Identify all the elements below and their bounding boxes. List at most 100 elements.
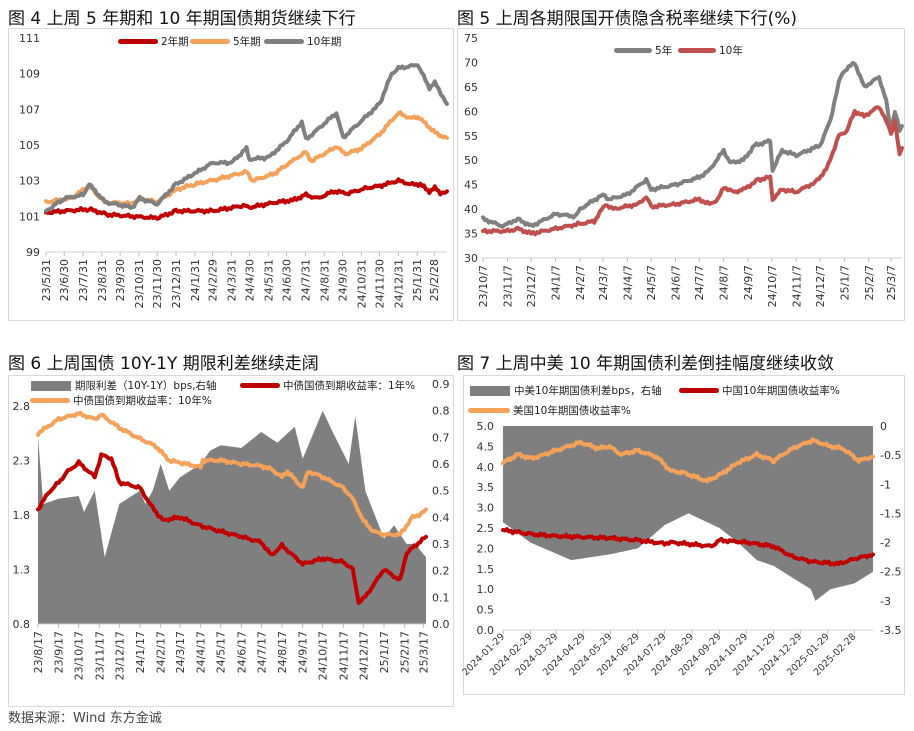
y-tick-label: 2.8 bbox=[13, 400, 31, 413]
x-tick-label: 25/3/7 bbox=[885, 265, 898, 300]
y-tick-label: 50 bbox=[464, 154, 478, 167]
line-series-2 bbox=[36, 410, 428, 538]
y2-tick-label: 0.9 bbox=[432, 378, 450, 391]
y2-tick-label: -1.5 bbox=[880, 507, 901, 520]
y-tick-label: 1.5 bbox=[477, 563, 495, 576]
x-tick-label: 24/6/30 bbox=[281, 259, 294, 301]
x-tick-label: 25/3/17 bbox=[417, 631, 430, 673]
y2-tick-label: 0.6 bbox=[432, 458, 450, 471]
x-tick-label: 24/11/7 bbox=[790, 265, 803, 307]
y2-tick-label: -2 bbox=[880, 537, 891, 550]
chart4-title: 图 4 上周 5 年期和 10 年期国债期货继续下行 bbox=[8, 9, 356, 29]
source-note: 数据来源：Wind 东方金诚 bbox=[8, 711, 162, 726]
y-tick-label: 35 bbox=[464, 228, 478, 241]
x-tick-label: 24/9/30 bbox=[336, 259, 349, 301]
x-tick-label: 24/12/31 bbox=[392, 259, 405, 308]
x-tick-label: 25/2/28 bbox=[428, 259, 441, 301]
chart7-title: 图 7 上周中美 10 年期国债利差倒挂幅度继续收敛 bbox=[457, 354, 835, 374]
legend-5yr: 5年 bbox=[614, 43, 672, 58]
line-series-1 bbox=[36, 452, 428, 605]
y-tick-label: 1.0 bbox=[477, 583, 495, 596]
x-tick-label: 23/11/7 bbox=[501, 265, 514, 307]
x-tick-label: 23/8/31 bbox=[96, 259, 109, 301]
x-tick-label: 24/8/31 bbox=[318, 259, 331, 301]
y2-tick-label: 0.1 bbox=[432, 591, 450, 604]
legend-10yr: 10年 bbox=[678, 43, 743, 58]
x-tick-label: 24/5/7 bbox=[645, 265, 658, 300]
line-series-1 bbox=[501, 527, 875, 567]
x-tick-label: 23/6/30 bbox=[58, 259, 71, 301]
y2-tick-label: 0.8 bbox=[432, 405, 450, 418]
legend-us-yield: 美国10年期国债收益率% bbox=[468, 403, 631, 418]
x-tick-label: 24/3/17 bbox=[174, 631, 187, 673]
x-tick-label: 24/3/7 bbox=[597, 265, 610, 300]
area-series-0 bbox=[503, 426, 873, 601]
x-tick-label: 24/10/17 bbox=[317, 631, 330, 680]
y2-tick-label: 0.2 bbox=[432, 565, 450, 578]
chart5-title: 图 5 上周各期限国开债隐含税率继续下行(%) bbox=[457, 9, 798, 29]
x-tick-label: 23/5/31 bbox=[40, 259, 53, 301]
x-tick-label: 24/5/17 bbox=[215, 631, 228, 673]
line-series-1 bbox=[44, 110, 449, 207]
legend-label: 5年期 bbox=[233, 36, 261, 48]
y2-tick-label: 0.5 bbox=[432, 485, 450, 498]
x-tick-label: 24/10/7 bbox=[766, 265, 779, 307]
legend-term-spread: 期限利差（10Y-1Y）bps,右轴 bbox=[31, 378, 217, 393]
x-tick-label: 23/8/17 bbox=[32, 631, 45, 673]
legend-label: 美国10年期国债收益率% bbox=[513, 405, 631, 417]
legend-swatch bbox=[679, 388, 719, 393]
y-tick-label: 111 bbox=[19, 32, 40, 45]
chart6: 0.8 1.3 1.8 2.3 2.8 0.0 0.1 0.2 0.3 0.4 0.5 0.6 0.7 0… bbox=[13, 378, 450, 680]
y-tick-label: 109 bbox=[19, 68, 40, 81]
x-tick-label: 24/12/7 bbox=[814, 265, 827, 307]
x-tick-label: 23/10/7 bbox=[477, 265, 490, 307]
x-tick-label: 25/1/31 bbox=[411, 259, 424, 301]
x-tick-label: 23/7/31 bbox=[77, 259, 90, 301]
legend-swatch bbox=[240, 383, 280, 388]
x-tick-label: 24/4/17 bbox=[195, 631, 208, 673]
x-tick-label: 23/12/17 bbox=[113, 631, 126, 680]
x-tick-label: 23/11/30 bbox=[151, 259, 164, 308]
x-tick-label: 24/7/31 bbox=[299, 259, 312, 301]
line-series-1 bbox=[481, 105, 904, 237]
y2-tick-label: -2.5 bbox=[880, 566, 901, 579]
legend-label: 期限利差（10Y-1Y）bps,右轴 bbox=[75, 380, 217, 392]
y-tick-label: 1.8 bbox=[13, 509, 31, 522]
legend-label: 中国10年期国债收益率% bbox=[722, 385, 840, 397]
y-tick-label: 103 bbox=[19, 175, 40, 188]
legend-label: 5年 bbox=[655, 45, 673, 57]
x-tick-label: 24/10/31 bbox=[355, 259, 368, 308]
x-tick-label: 24/8/17 bbox=[276, 631, 289, 673]
x-tick-label: 24/4/30 bbox=[244, 259, 257, 301]
y-tick-label: 0.0 bbox=[477, 624, 495, 637]
y2-tick-label: 0 bbox=[880, 420, 887, 433]
x-tick-label: 24/1/7 bbox=[550, 265, 563, 300]
y-tick-label: 0.5 bbox=[477, 604, 495, 617]
y-tick-label: 55 bbox=[464, 130, 478, 143]
y-tick-label: 40 bbox=[464, 203, 478, 216]
legend-swatch bbox=[30, 398, 70, 403]
y2-tick-label: -1 bbox=[880, 478, 891, 491]
y-tick-label: 65 bbox=[464, 81, 478, 94]
legend-1y-yield: 中债国债到期收益率：1年% bbox=[240, 378, 415, 393]
x-tick-label: 23/9/17 bbox=[53, 631, 66, 673]
y2-tick-label: -0.5 bbox=[880, 449, 901, 462]
legend-label: 10年 bbox=[719, 45, 743, 57]
x-tick-label: 23/10/31 bbox=[133, 259, 146, 308]
chart4: 99 101 103 105 107 109 111 23/5/31 23/6/30 23/7/3… bbox=[19, 32, 449, 308]
x-tick-label: 24/9/7 bbox=[742, 265, 755, 300]
x-tick-label: 24/4/7 bbox=[621, 265, 634, 300]
chart7: 0.0 0.5 1.0 1.5 2.0 2.5 3.0 3.5 4.0 4.5 5.0 -3.5 -3 -… bbox=[460, 420, 901, 678]
y-tick-label: 5.0 bbox=[477, 420, 495, 433]
legend-label: 中债国债到期收益率：10年% bbox=[73, 395, 212, 407]
x-tick-label: 24/6/17 bbox=[235, 631, 248, 673]
legend-10y: 10年期 bbox=[264, 34, 341, 49]
y2-tick-label: -3 bbox=[880, 595, 891, 608]
x-tick-label: 24/12/17 bbox=[357, 631, 370, 680]
line-series-0 bbox=[481, 60, 904, 229]
legend-5y: 5年期 bbox=[190, 34, 261, 49]
x-tick-label: 25/1/7 bbox=[838, 265, 851, 300]
y-tick-label: 60 bbox=[464, 105, 478, 118]
